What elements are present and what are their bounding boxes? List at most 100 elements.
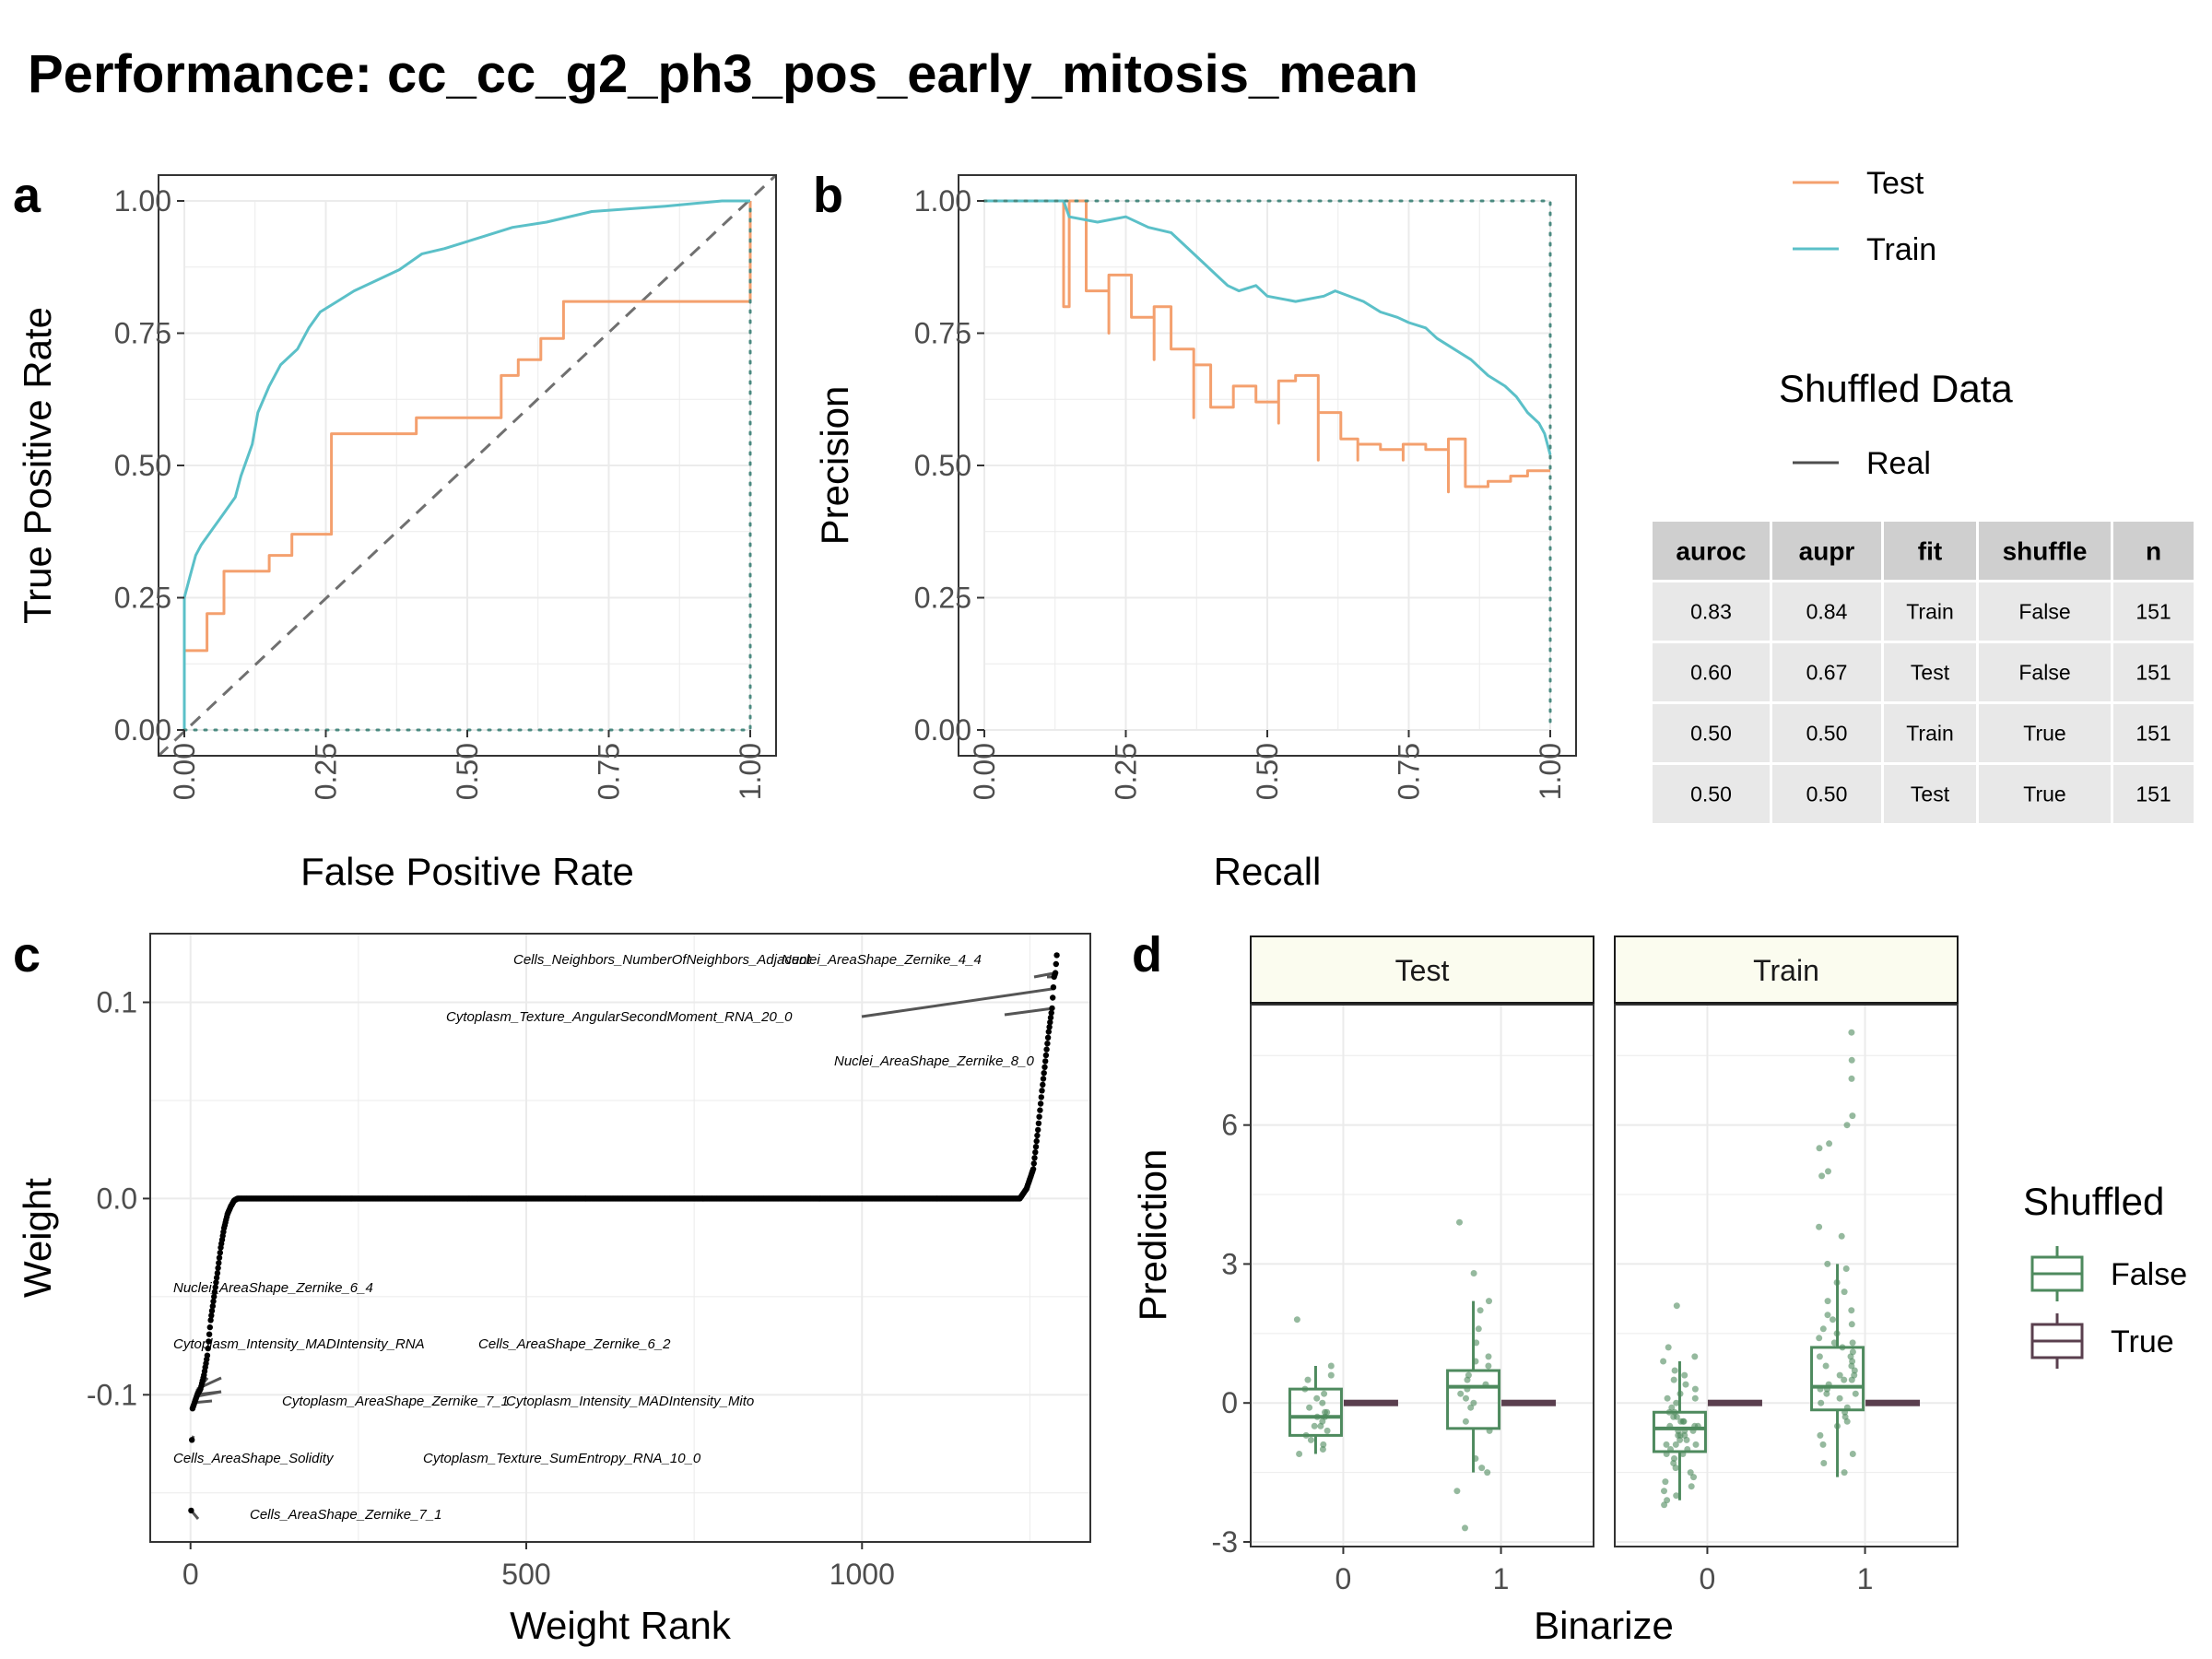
prediction-y-tick-label: 0 [1221, 1386, 1238, 1419]
prediction-point [1681, 1427, 1688, 1434]
pr-y-tick-label: 0.00 [914, 713, 971, 747]
roc-diagonal-reference [157, 173, 778, 758]
prediction-point [1327, 1371, 1335, 1379]
facet-x-tick-label: 0 [1335, 1562, 1352, 1595]
prediction-point [1843, 1122, 1851, 1129]
weight-point [1035, 1126, 1041, 1134]
prediction-point [1816, 1145, 1823, 1152]
table-cell: Test [1911, 782, 1950, 806]
prediction-point [1456, 1218, 1463, 1226]
table-cell-bg [1884, 582, 1976, 641]
box-body [1652, 1410, 1707, 1453]
weight-point [206, 1338, 212, 1345]
metrics-table: auroc aupr fit shuffle n 0.83 0.84 Train False 15… [1653, 522, 2194, 823]
prediction-point [1816, 1335, 1823, 1342]
prediction-point [1849, 1451, 1856, 1457]
weight-point [1034, 1132, 1041, 1139]
weight-point [1036, 1113, 1042, 1120]
prediction-point [1464, 1385, 1471, 1393]
table-header-fit: fit [1918, 537, 1942, 566]
prediction-point [1818, 1172, 1826, 1180]
prediction-point [1472, 1455, 1479, 1462]
table-cell-bg [1653, 582, 1770, 641]
prediction-facets: Test 0 1 Train 0 1 [1250, 935, 1959, 1595]
prediction-point [1464, 1376, 1471, 1383]
prediction-point [1664, 1394, 1671, 1402]
prediction-point [1839, 1344, 1846, 1351]
prediction-point [1694, 1422, 1701, 1430]
roc-x-tick-label: 0.00 [168, 743, 201, 800]
table-cell-bg [1772, 643, 1881, 701]
annotation-label: Cytoplasm_AreaShape_Zernike_7_1 [282, 1394, 509, 1409]
prediction-point [1820, 1460, 1828, 1466]
table-cell: 0.50 [1690, 782, 1732, 806]
weights-y-axis-title: Weight [16, 1178, 59, 1298]
legend-true-label: True [2111, 1324, 2174, 1359]
legend-train-label: Train [1866, 232, 1936, 267]
prediction-point [1324, 1427, 1331, 1434]
prediction-point [1311, 1422, 1318, 1430]
prediction-point [1688, 1483, 1695, 1490]
prediction-point [1319, 1446, 1326, 1453]
prediction-point [1836, 1394, 1843, 1402]
legend-shuffled-title: Shuffled [2023, 1180, 2164, 1223]
weight-point [1039, 1088, 1045, 1094]
shuffled-legend: Shuffled False True [2023, 1180, 2187, 1369]
prediction-point [1687, 1469, 1694, 1477]
weight-point [213, 1275, 220, 1281]
weight-point [1047, 1019, 1053, 1026]
annotation-label: Nuclei_AreaShape_Zernike_8_0 [834, 1053, 1034, 1069]
prediction-point [1296, 1451, 1303, 1457]
table-header-aupr: aupr [1799, 537, 1855, 566]
prediction-point [1301, 1385, 1309, 1393]
prediction-point [1816, 1353, 1823, 1360]
weight-point [1050, 994, 1056, 1001]
roc-y-axis-title: True Positive Rate [16, 307, 59, 624]
prediction-point [1673, 1492, 1680, 1500]
prediction-point [1675, 1431, 1682, 1439]
weight-point [216, 1260, 222, 1266]
facet-strip [1250, 935, 1594, 1004]
weights-y-tick-label: -0.1 [87, 1378, 137, 1411]
weight-point [1042, 1058, 1049, 1065]
facet-x-tick-label: 1 [1857, 1562, 1874, 1595]
prediction-point [1486, 1298, 1492, 1305]
roc-y-tick-label: 0.50 [114, 449, 171, 482]
prediction-point [1826, 1140, 1833, 1147]
table-cell: 0.50 [1806, 782, 1848, 806]
panel-label-a: a [13, 168, 41, 223]
prediction-point [1842, 1265, 1850, 1272]
prediction-point [1852, 1390, 1859, 1397]
prediction-point [1453, 1488, 1461, 1495]
pr-series [982, 199, 1552, 732]
prediction-point [1327, 1362, 1335, 1370]
prediction-point [1673, 1302, 1680, 1310]
weight-point [1038, 1094, 1045, 1100]
weight-point [205, 1345, 211, 1352]
table-cell-bg [1772, 765, 1881, 823]
prediction-point [1692, 1441, 1700, 1448]
weight-point [1032, 1144, 1040, 1150]
weights-plot-border [149, 933, 1091, 1543]
weight-point [209, 1302, 216, 1310]
prediction-point [1457, 1390, 1465, 1397]
weight-point [213, 1279, 219, 1286]
table-cell: True [2023, 782, 2065, 806]
prediction-point [1679, 1418, 1687, 1425]
weight-point [188, 1507, 194, 1514]
roc-test-curve [182, 201, 752, 730]
weight-point [1041, 1064, 1048, 1071]
prediction-y-tick-labels: -3 0 3 6 [1212, 1109, 1251, 1559]
prediction-point [1670, 1413, 1677, 1420]
table-cell-bg [2113, 704, 2194, 762]
prediction-point [1848, 1056, 1855, 1064]
weight-point [215, 1265, 221, 1272]
roc-random-line [157, 173, 778, 758]
pr-y-axis-title: Precision [813, 386, 856, 546]
weight-point [1050, 984, 1057, 991]
pr-x-tick-label: 1.00 [1534, 743, 1567, 800]
panel-label-c: c [13, 927, 41, 982]
prediction-point [1848, 1307, 1855, 1314]
pr-test-curve [984, 199, 1550, 494]
facet-x-tick-label: 1 [1493, 1562, 1510, 1595]
